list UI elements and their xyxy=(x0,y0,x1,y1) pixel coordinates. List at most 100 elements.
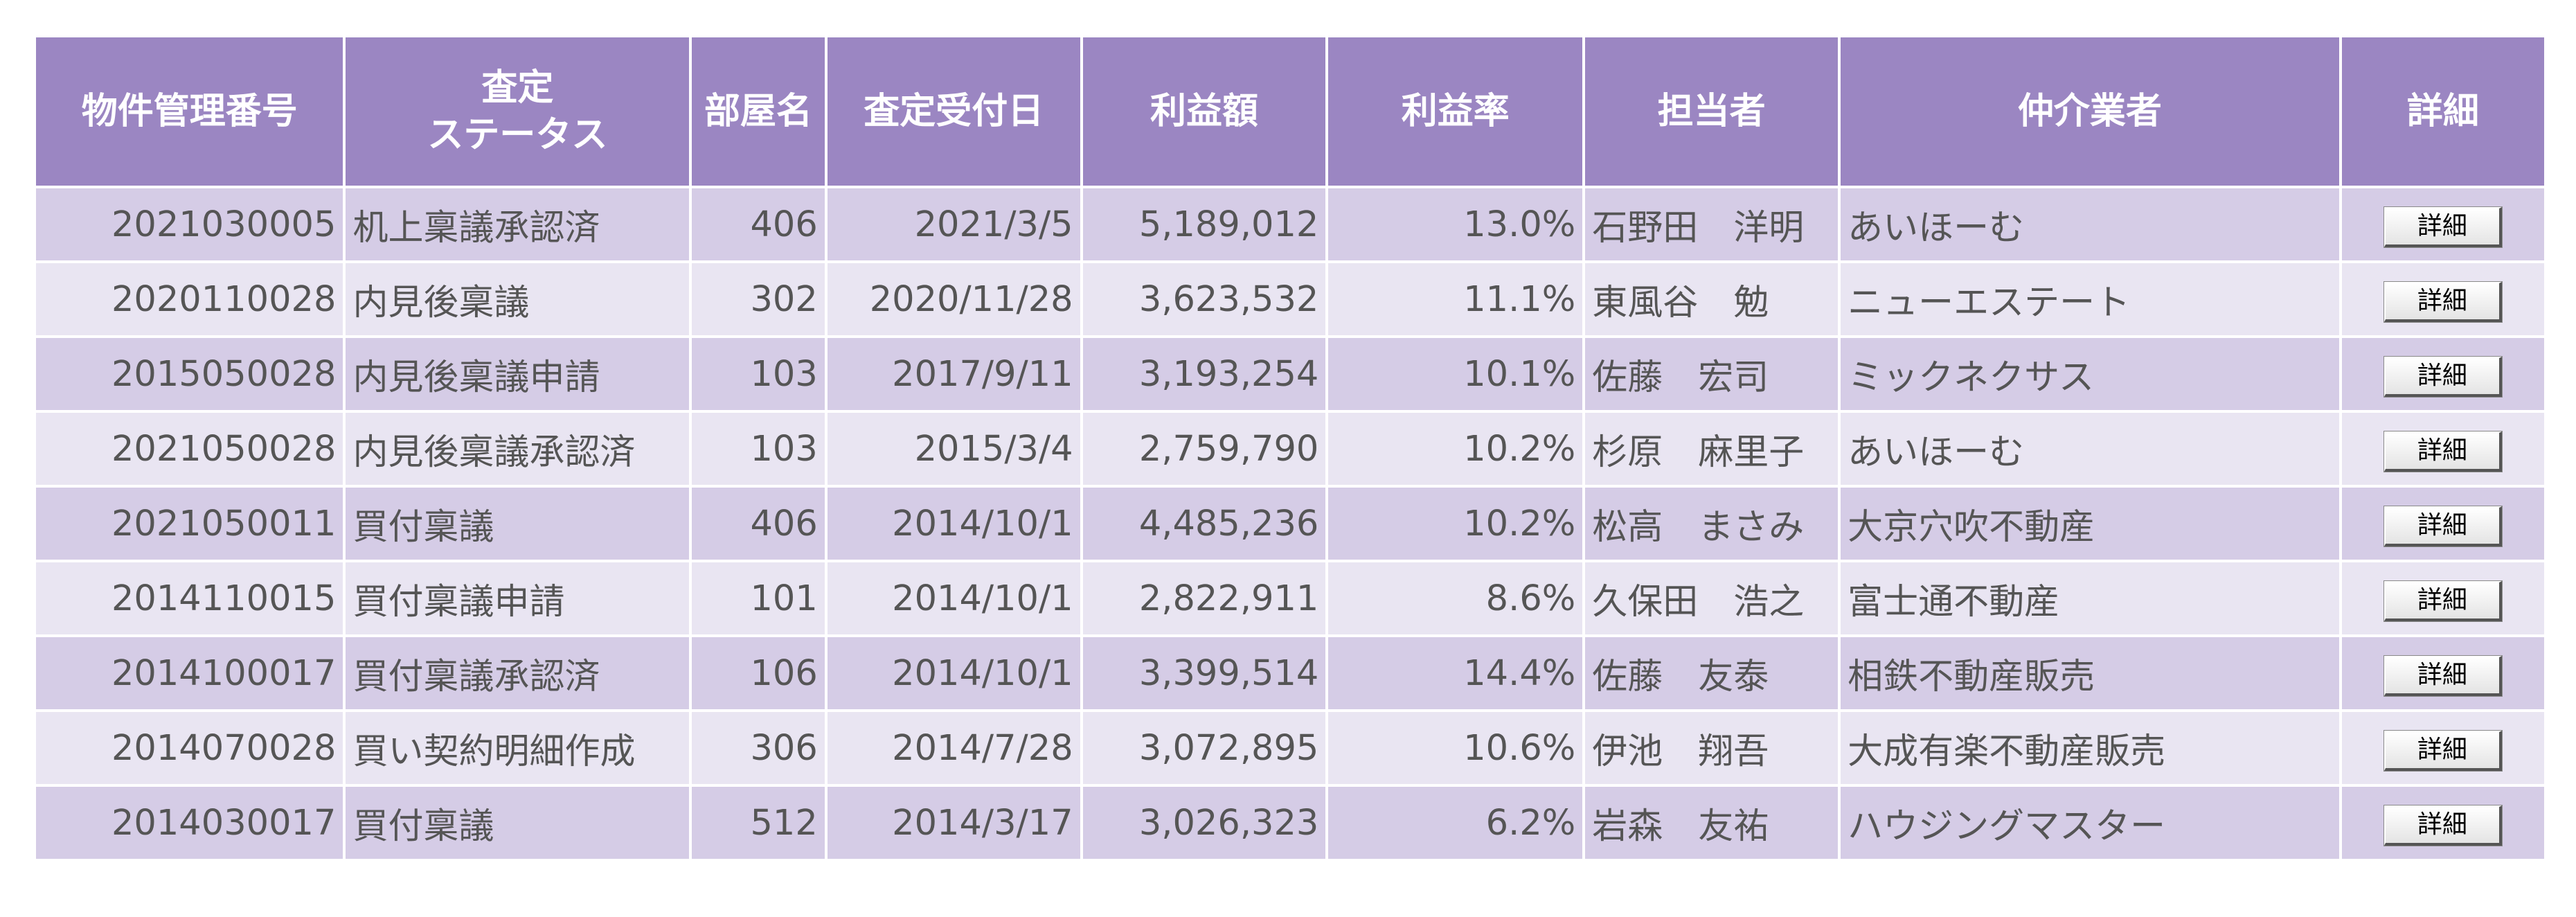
detail-button[interactable]: 詳細 xyxy=(2383,804,2503,846)
table-header-row: 物件管理番号 査定 ステータス 部屋名 査定受付日 利益額 利益率 担当者 仲介業… xyxy=(36,37,2544,186)
cell-staff: 伊池 翔吾 xyxy=(1585,712,1839,784)
cell-room: 512 xyxy=(692,787,825,859)
cell-room: 103 xyxy=(692,338,825,410)
cell-profit: 2,759,790 xyxy=(1082,413,1326,485)
cell-room: 406 xyxy=(692,488,825,560)
cell-broker: ニューエステート xyxy=(1841,263,2339,335)
column-header-staff: 担当者 xyxy=(1585,37,1839,186)
cell-status: 買付稟議申請 xyxy=(346,562,690,634)
cell-broker: あいほーむ xyxy=(1841,188,2339,260)
table-row: 2015050028 内見後稟議申請 103 2017/9/11 3,193,2… xyxy=(36,338,2544,410)
cell-rate: 8.6% xyxy=(1328,562,1583,634)
detail-button[interactable]: 詳細 xyxy=(2383,430,2503,472)
column-header-date: 査定受付日 xyxy=(827,37,1080,186)
cell-staff: 東風谷 勉 xyxy=(1585,263,1839,335)
cell-property-id: 2015050028 xyxy=(36,338,343,410)
detail-button[interactable]: 詳細 xyxy=(2383,655,2503,697)
cell-detail: 詳細 xyxy=(2341,637,2544,709)
cell-room: 306 xyxy=(692,712,825,784)
cell-profit: 5,189,012 xyxy=(1082,188,1326,260)
table-row: 2021050011 買付稟議 406 2014/10/1 4,485,236 … xyxy=(36,488,2544,560)
cell-room: 103 xyxy=(692,413,825,485)
cell-staff: 杉原 麻里子 xyxy=(1585,413,1839,485)
table-row: 2021030005 机上稟議承認済 406 2021/3/5 5,189,01… xyxy=(36,188,2544,260)
cell-detail: 詳細 xyxy=(2341,488,2544,560)
cell-rate: 10.2% xyxy=(1328,413,1583,485)
cell-property-id: 2014110015 xyxy=(36,562,343,634)
cell-rate: 10.2% xyxy=(1328,488,1583,560)
cell-room: 101 xyxy=(692,562,825,634)
table-row: 2020110028 内見後稟議 302 2020/11/28 3,623,53… xyxy=(36,263,2544,335)
cell-broker: 大成有楽不動産販売 xyxy=(1841,712,2339,784)
detail-button[interactable]: 詳細 xyxy=(2383,729,2503,772)
detail-button[interactable]: 詳細 xyxy=(2383,505,2503,547)
column-header-room: 部屋名 xyxy=(692,37,825,186)
table-row: 2014030017 買付稟議 512 2014/3/17 3,026,323 … xyxy=(36,787,2544,859)
column-header-property-id: 物件管理番号 xyxy=(36,37,343,186)
cell-status: 買い契約明細作成 xyxy=(346,712,690,784)
cell-property-id: 2014070028 xyxy=(36,712,343,784)
cell-detail: 詳細 xyxy=(2341,562,2544,634)
cell-detail: 詳細 xyxy=(2341,188,2544,260)
cell-date: 2014/3/17 xyxy=(827,787,1080,859)
cell-profit: 3,623,532 xyxy=(1082,263,1326,335)
table-row: 2014100017 買付稟議承認済 106 2014/10/1 3,399,5… xyxy=(36,637,2544,709)
cell-profit: 3,026,323 xyxy=(1082,787,1326,859)
cell-status: 買付稟議 xyxy=(346,488,690,560)
column-header-status: 査定 ステータス xyxy=(346,37,690,186)
cell-detail: 詳細 xyxy=(2341,712,2544,784)
cell-profit: 3,193,254 xyxy=(1082,338,1326,410)
cell-rate: 10.6% xyxy=(1328,712,1583,784)
cell-profit: 4,485,236 xyxy=(1082,488,1326,560)
cell-status: 机上稟議承認済 xyxy=(346,188,690,260)
cell-room: 406 xyxy=(692,188,825,260)
cell-detail: 詳細 xyxy=(2341,787,2544,859)
cell-date: 2020/11/28 xyxy=(827,263,1080,335)
cell-rate: 11.1% xyxy=(1328,263,1583,335)
column-header-detail: 詳細 xyxy=(2341,37,2544,186)
cell-status: 買付稟議 xyxy=(346,787,690,859)
detail-button[interactable]: 詳細 xyxy=(2383,355,2503,398)
cell-profit: 3,399,514 xyxy=(1082,637,1326,709)
detail-button[interactable]: 詳細 xyxy=(2383,206,2503,248)
cell-date: 2017/9/11 xyxy=(827,338,1080,410)
cell-broker: 大京穴吹不動産 xyxy=(1841,488,2339,560)
table-row: 2014070028 買い契約明細作成 306 2014/7/28 3,072,… xyxy=(36,712,2544,784)
cell-broker: ミックネクサス xyxy=(1841,338,2339,410)
assessment-table-container: 物件管理番号 査定 ステータス 部屋名 査定受付日 利益額 利益率 担当者 仲介業… xyxy=(33,35,2547,862)
cell-room: 106 xyxy=(692,637,825,709)
cell-property-id: 2014100017 xyxy=(36,637,343,709)
cell-date: 2014/7/28 xyxy=(827,712,1080,784)
cell-rate: 6.2% xyxy=(1328,787,1583,859)
cell-detail: 詳細 xyxy=(2341,338,2544,410)
cell-profit: 3,072,895 xyxy=(1082,712,1326,784)
cell-date: 2014/10/1 xyxy=(827,488,1080,560)
detail-button[interactable]: 詳細 xyxy=(2383,281,2503,323)
cell-rate: 13.0% xyxy=(1328,188,1583,260)
cell-property-id: 2020110028 xyxy=(36,263,343,335)
cell-status: 内見後稟議申請 xyxy=(346,338,690,410)
cell-detail: 詳細 xyxy=(2341,413,2544,485)
cell-staff: 石野田 洋明 xyxy=(1585,188,1839,260)
cell-broker: 富士通不動産 xyxy=(1841,562,2339,634)
table-row: 2021050028 内見後稟議承認済 103 2015/3/4 2,759,7… xyxy=(36,413,2544,485)
cell-staff: 佐藤 友泰 xyxy=(1585,637,1839,709)
cell-staff: 松高 まさみ xyxy=(1585,488,1839,560)
cell-property-id: 2021050028 xyxy=(36,413,343,485)
cell-broker: ハウジングマスター xyxy=(1841,787,2339,859)
column-header-broker: 仲介業者 xyxy=(1841,37,2339,186)
cell-detail: 詳細 xyxy=(2341,263,2544,335)
cell-date: 2014/10/1 xyxy=(827,637,1080,709)
cell-date: 2014/10/1 xyxy=(827,562,1080,634)
cell-staff: 久保田 浩之 xyxy=(1585,562,1839,634)
cell-rate: 14.4% xyxy=(1328,637,1583,709)
cell-status: 内見後稟議承認済 xyxy=(346,413,690,485)
detail-button[interactable]: 詳細 xyxy=(2383,580,2503,622)
cell-rate: 10.1% xyxy=(1328,338,1583,410)
table-row: 2014110015 買付稟議申請 101 2014/10/1 2,822,91… xyxy=(36,562,2544,634)
cell-property-id: 2021050011 xyxy=(36,488,343,560)
column-header-rate: 利益率 xyxy=(1328,37,1583,186)
cell-staff: 佐藤 宏司 xyxy=(1585,338,1839,410)
cell-date: 2021/3/5 xyxy=(827,188,1080,260)
cell-status: 内見後稟議 xyxy=(346,263,690,335)
